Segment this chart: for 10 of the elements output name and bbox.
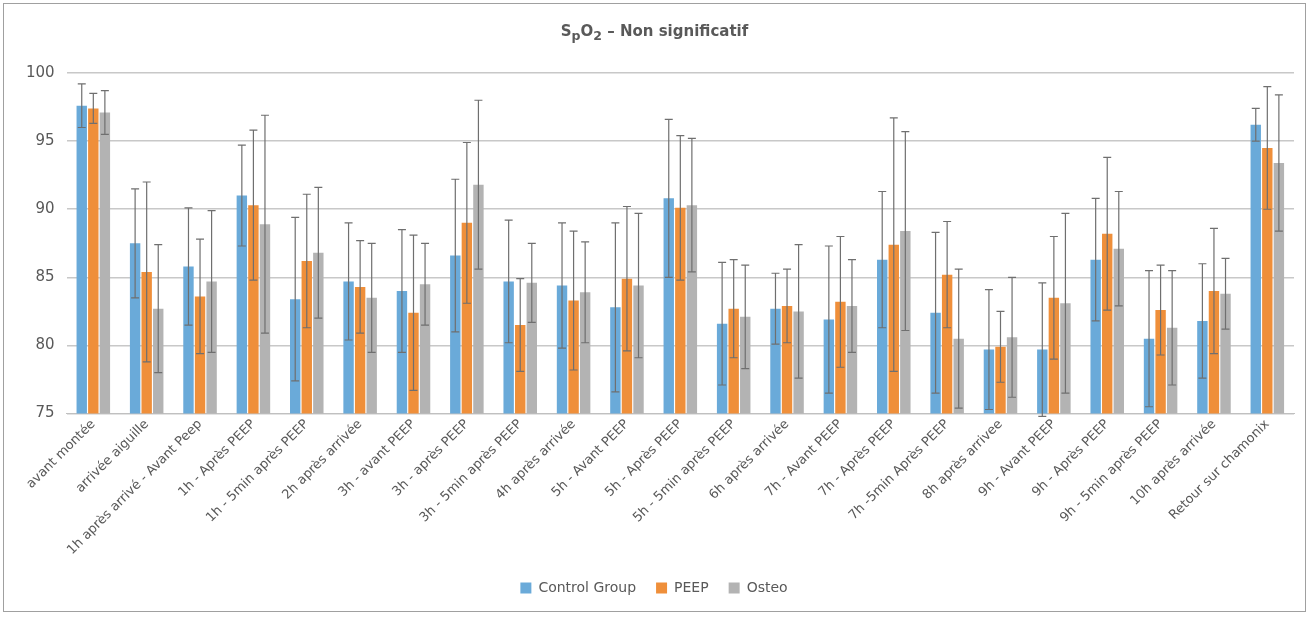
legend-label: PEEP [674,578,709,595]
y-tick-label: 80 [35,335,55,354]
legend-label: Osteo [746,578,788,595]
y-tick-label: 95 [35,131,55,150]
y-tick-label: 75 [35,403,55,422]
legend-label: Control Group [538,578,637,595]
y-tick-label: 90 [35,199,55,218]
y-tick-label: 85 [35,267,55,286]
chart-title: S$_{p}$O$_{2}$ – Non significatif [559,22,750,43]
y-tick-label: 100 [25,62,55,81]
